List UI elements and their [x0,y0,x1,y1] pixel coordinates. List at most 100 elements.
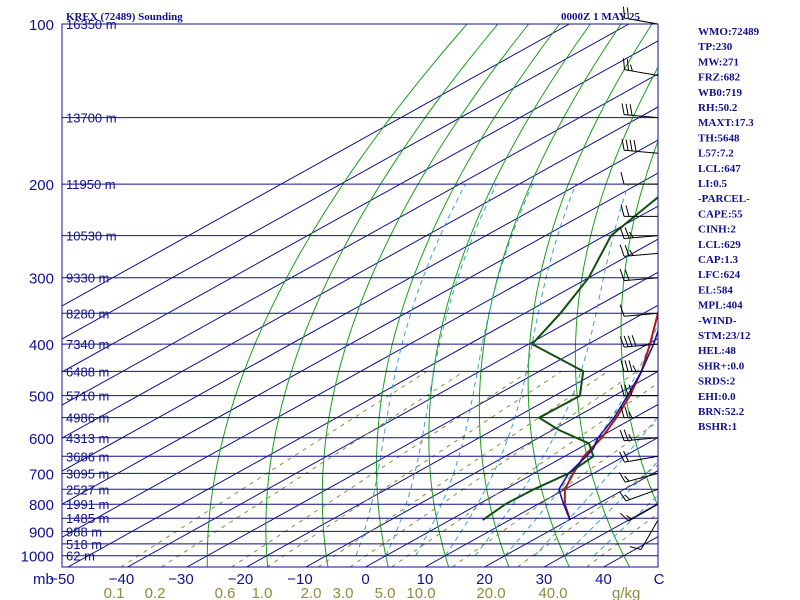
height-labels: 16350 m 13700 m 11950 m 10530 m 9330 m 8280 m… [66,17,117,564]
index-entry: CAP:1.3 [698,254,739,266]
isotherm [62,24,630,340]
temperature-tick-label: 40 [595,571,612,588]
index-entry: BSHR:1 [698,421,737,433]
index-entry: LCL:647 [698,163,741,175]
height-label: 10530 m [66,229,117,244]
isotherm [62,205,658,538]
isotherm [62,106,658,439]
wind-barb [619,335,659,348]
index-entry: FRZ:682 [698,72,741,84]
height-label: 16350 m [66,17,117,32]
dry-adiabat [527,24,653,567]
dry-adiabat [376,24,560,567]
wind-barb [619,429,659,442]
mixing-ratio-tick-label: 3.0 [333,585,354,600]
isotherm [62,24,570,307]
temperature-tick-label: −20 [228,571,253,588]
isotherm [543,503,658,567]
moist-adiabat [563,460,658,557]
isobar-lines [62,23,658,568]
height-label: 1485 m [66,511,109,526]
pressure-tick-label: 200 [29,177,54,194]
mixing-ratio-tick-label: 20.0 [476,585,505,600]
mixing-ratio-line [586,512,658,567]
wind-barb [620,384,658,397]
pressure-tick-label: 800 [29,497,54,514]
dry-adiabat [428,24,591,567]
index-entry: LCL:629 [698,239,741,251]
wind-barb [620,204,658,217]
pressure-tick-label: 700 [29,466,54,483]
mixing-ratio-line [349,370,638,567]
isotherm [127,271,658,567]
moist-adiabat [593,494,658,557]
mixing-ratio-tick-label: 40.0 [538,585,567,600]
chart-title: KREX (72489) Sounding [66,11,183,23]
sounding-profiles [482,195,658,521]
temperature-tick-label: −50 [49,571,74,588]
pressure-tick-label: 500 [29,389,54,406]
wind-barb [619,488,659,502]
mixing-ratio-line [120,370,428,567]
wind-barb [622,58,659,77]
pressure-axis: 100 200 300 400 500 600 700 800 900 1000 [21,17,54,566]
height-label: 13700 m [66,111,117,126]
pressure-tick-label: 400 [29,337,54,354]
mixing-ratio-line [266,370,562,567]
pressure-tick-label: 1000 [21,549,54,566]
pressure-tick-label: 300 [29,271,54,288]
wind-barbs [618,6,659,551]
height-label: 7340 m [66,337,109,352]
index-entry: RH:50.2 [698,102,738,114]
isotherm [365,403,658,567]
temperature-tick-label: 30 [536,571,553,588]
mixing-ratio-line [452,421,658,567]
mixing-ratio-line [391,382,658,567]
temperature-line [563,309,658,521]
wind-barb [620,171,658,185]
dry-adiabat [321,24,530,567]
dry-adiabat [750,24,800,567]
pressure-unit-label: mb [33,571,54,588]
mixing-ratio-line [517,464,658,567]
moist-adiabat [355,183,466,556]
height-label: 3686 m [66,449,109,464]
temperature-tick-label: 0 [361,571,369,588]
wind-barb [620,360,658,372]
index-entry: CAPE:55 [698,208,743,220]
height-label: 2527 m [66,482,109,497]
isotherm [305,370,658,567]
dry-adiabat [574,66,658,567]
temperature-axis: mb−50 −40 −30 −20 −10 0 10 20 30 40 C [33,571,665,588]
plot-frame [61,23,659,568]
height-label: 5710 m [66,389,109,404]
moist-adiabat [385,183,497,556]
pressure-tick-label: 100 [29,17,54,34]
mixing-ratio-tick-label: 10.0 [406,585,435,600]
wind-barb [622,6,659,25]
dry-adiabat [265,24,499,567]
parcel-line [558,328,658,521]
height-label: 6488 m [66,364,109,379]
isotherm [62,40,658,373]
isotherm [186,304,658,567]
isotherm [62,139,658,472]
dry-adiabat [791,24,800,567]
index-entry: MPL:404 [698,300,743,312]
pressure-tick-label: 900 [29,524,54,541]
height-label: 9330 m [66,271,109,286]
index-entry: EL:584 [698,284,733,296]
mixing-ratio-tick-label: 5.0 [375,585,396,600]
isotherm [62,172,658,505]
dewpoint-line [482,195,658,521]
temperature-tick-label: −10 [287,571,312,588]
height-label: 11950 m [66,177,116,192]
height-label: 62 m [66,549,95,564]
dry-adiabat [206,24,468,567]
mixing-ratio-axis: 0.1 0.2 0.6 1.0 2.0 3.0 5.0 10.0 20.0 40.0 g/kg [104,585,641,600]
dry-adiabats [206,24,800,567]
index-entry: SRDS:2 [698,376,736,388]
height-label: 1991 m [66,497,109,512]
wind-barb [619,226,659,240]
